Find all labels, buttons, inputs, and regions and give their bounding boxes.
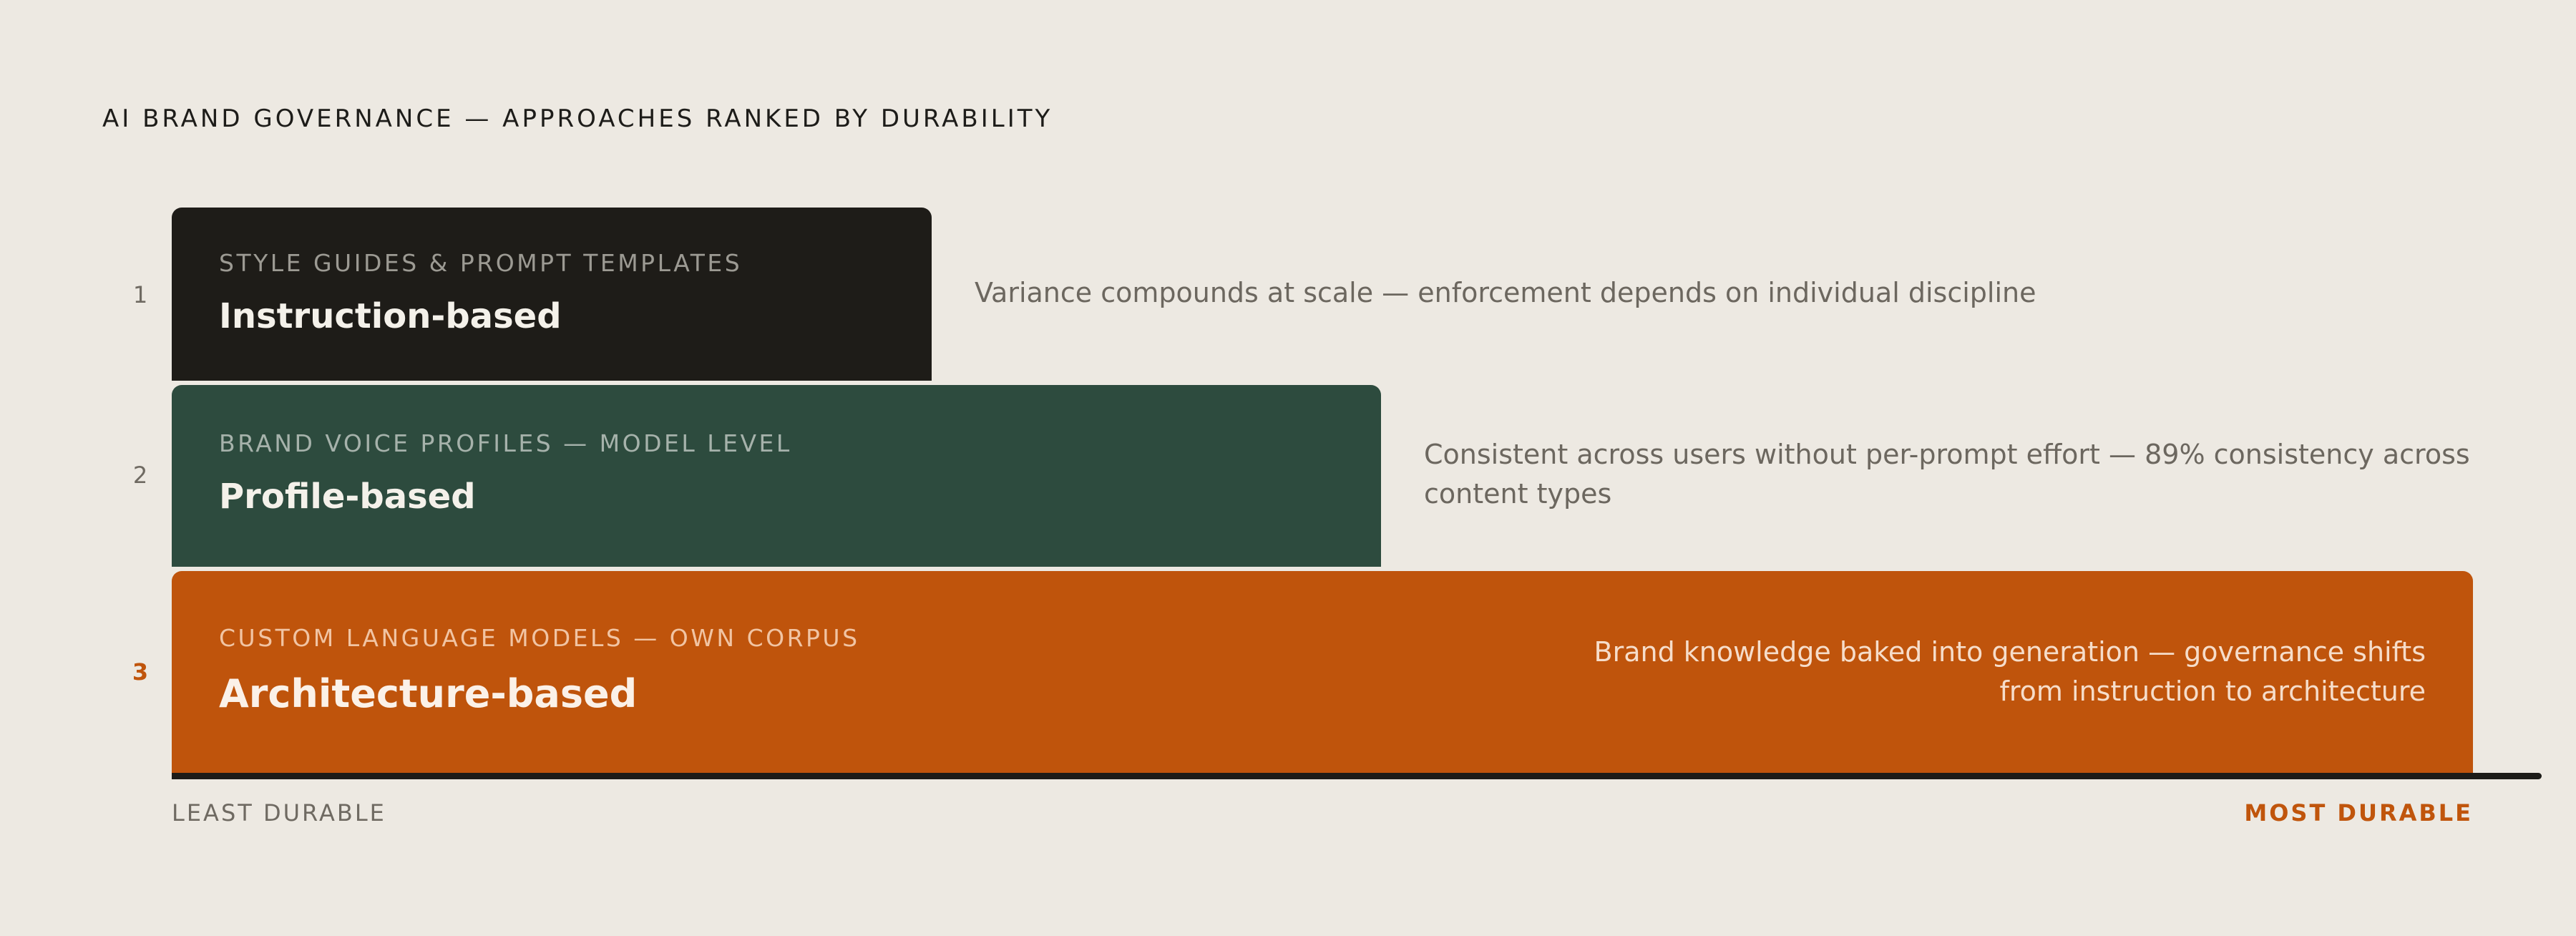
tier-description-architecture: Brand knowledge baked into generation — … [1594, 636, 2426, 707]
tier-name: Architecture-based [219, 671, 638, 716]
diagram-title: AI BRAND GOVERNANCE — APPROACHES RANKED … [102, 104, 1053, 133]
axis-label-least-durable: LEAST DURABLE [172, 799, 386, 827]
rank-number-1: 1 [132, 281, 148, 308]
tier-name: Profile-based [219, 477, 476, 517]
tier-description-instruction: Variance compounds at scale — enforcemen… [975, 277, 2036, 308]
tier-kicker: BRAND VOICE PROFILES — MODEL LEVEL [219, 429, 792, 457]
rank-number-2: 2 [132, 462, 148, 489]
tier-kicker: STYLE GUIDES & PROMPT TEMPLATES [219, 249, 743, 277]
tier-kicker: CUSTOM LANGUAGE MODELS — OWN CORPUS [219, 624, 860, 652]
axis-label-most-durable: MOST DURABLE [2244, 799, 2473, 827]
tier-bar-architecture: CUSTOM LANGUAGE MODELS — OWN CORPUS Arch… [172, 571, 2473, 773]
durability-axis [172, 773, 2542, 779]
tier-bar-profile: BRAND VOICE PROFILES — MODEL LEVEL Profi… [172, 385, 1381, 567]
tier-description-profile: Consistent across users without per-prom… [1424, 439, 2470, 510]
tier-bar-instruction: STYLE GUIDES & PROMPT TEMPLATES Instruct… [172, 208, 932, 381]
tier-name: Instruction-based [219, 296, 562, 336]
rank-number-3: 3 [132, 658, 149, 686]
